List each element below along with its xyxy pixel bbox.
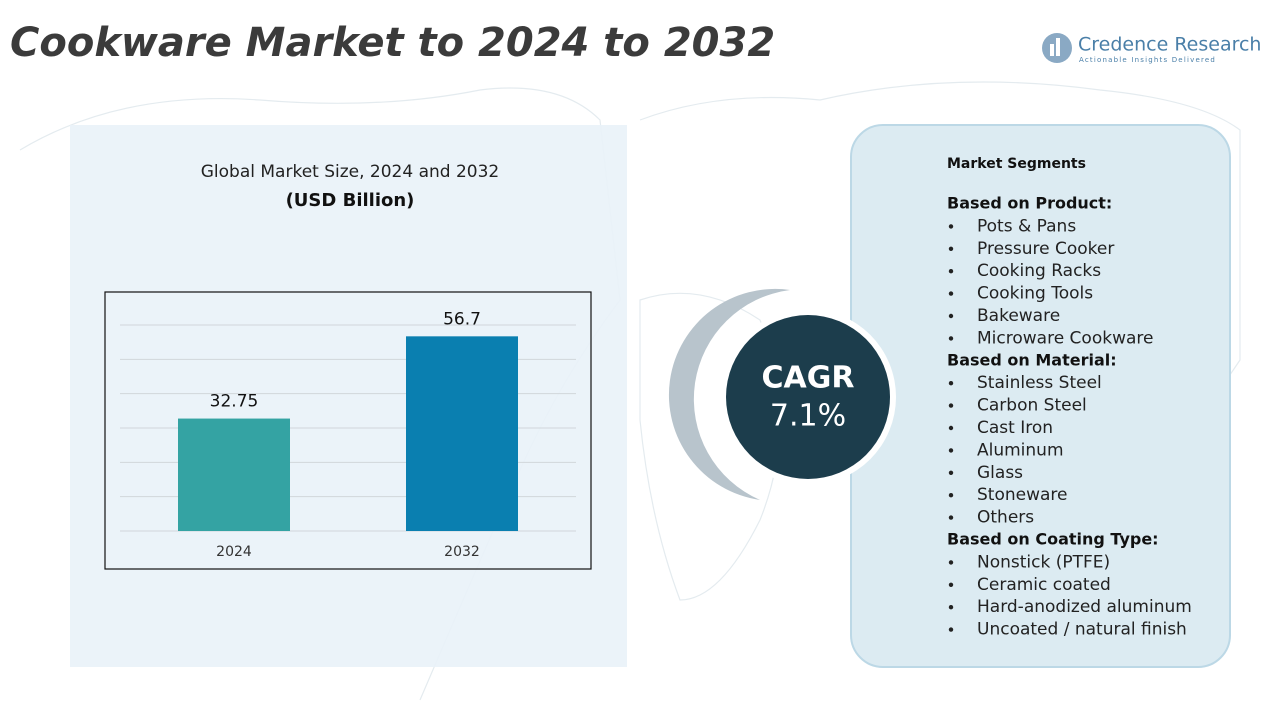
logo-bar	[1050, 44, 1054, 56]
chart-panel	[70, 125, 627, 667]
segment-item: Microware Cookware	[977, 328, 1153, 348]
bullet	[948, 336, 954, 341]
value-label: 32.75	[210, 392, 259, 412]
cagr-label: CAGR	[762, 361, 855, 396]
logo-bar	[1056, 38, 1060, 56]
chart-title: Global Market Size, 2024 and 2032	[201, 162, 500, 182]
segments-title: Market Segments	[947, 156, 1086, 172]
cagr-value: 7.1%	[770, 399, 846, 434]
cagr-circle	[726, 315, 890, 479]
bullet	[948, 313, 954, 319]
bullet	[948, 582, 954, 587]
segment-item: Cooking Racks	[977, 261, 1101, 281]
chart-frame	[104, 291, 592, 570]
chart-subtitle: (USD Billion)	[286, 190, 415, 211]
cagr-crescent	[668, 288, 790, 500]
bullet	[948, 470, 954, 475]
segment-item: Stoneware	[977, 485, 1068, 505]
bar	[178, 418, 290, 531]
segment-item: Carbon Steel	[977, 396, 1087, 416]
bullet	[948, 627, 954, 632]
segment-item: Aluminum	[977, 440, 1064, 460]
x-tick-label: 2032	[444, 544, 480, 560]
bullet	[948, 448, 954, 453]
bullet	[948, 515, 954, 520]
bullet	[948, 493, 954, 498]
segment-item: Ceramic coated	[977, 575, 1111, 595]
segment-item: Hard-anodized aluminum	[977, 597, 1192, 617]
value-label: 56.7	[443, 309, 481, 329]
bullet	[948, 269, 954, 274]
segment-item: Pressure Cooker	[977, 239, 1114, 259]
bullet	[948, 403, 954, 408]
logo: Credence Research Actionable Insights De…	[1042, 33, 1261, 64]
segment-heading: Based on Product:	[947, 194, 1112, 213]
bullet	[948, 291, 954, 296]
bullet	[948, 381, 954, 386]
bar	[406, 336, 518, 531]
segment-heading: Based on Coating Type:	[947, 530, 1159, 549]
bullet	[948, 425, 954, 431]
segment-item: Cast Iron	[977, 418, 1053, 438]
brand-name: Credence Research	[1078, 34, 1261, 56]
segment-item: Pots & Pans	[977, 216, 1076, 236]
segment-item: Others	[977, 508, 1034, 528]
segment-item: Uncoated / natural finish	[977, 620, 1187, 640]
bullet	[948, 224, 954, 229]
segment-heading: Based on Material:	[947, 350, 1117, 369]
segment-item: Stainless Steel	[977, 373, 1102, 393]
segment-item: Glass	[977, 463, 1023, 483]
bullet	[948, 605, 954, 610]
page-title: Cookware Market to 2024 to 2032	[10, 20, 775, 66]
bullet	[948, 246, 954, 251]
segment-item: Cooking Tools	[977, 284, 1093, 304]
segment-item: Nonstick (PTFE)	[977, 552, 1110, 572]
bullet	[948, 560, 954, 565]
x-tick-label: 2024	[216, 544, 252, 560]
brand-tagline: Actionable Insights Delivered	[1079, 56, 1216, 64]
segment-item: Bakeware	[977, 306, 1060, 326]
